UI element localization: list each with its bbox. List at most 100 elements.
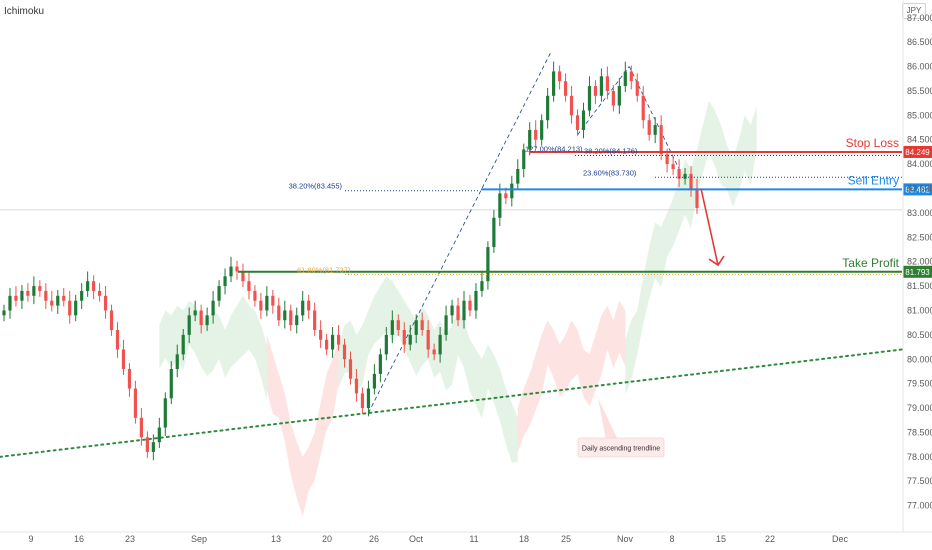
candle-body [301, 300, 305, 316]
candle-body [74, 300, 78, 316]
candle-body [32, 286, 36, 296]
price-tick-label: 84.000 [907, 159, 932, 169]
time-tick-label: Nov [617, 534, 634, 544]
candle-body [629, 71, 633, 82]
candle-body [235, 266, 239, 272]
candle-body [211, 300, 215, 316]
take_profit-price-value: 81.793 [905, 268, 930, 277]
candle-body [492, 217, 496, 248]
annotations: Daily ascending trendline [577, 188, 725, 458]
cloud-segment [625, 100, 757, 396]
candle-body [390, 320, 394, 335]
candle-body [277, 305, 281, 321]
candle-body [504, 193, 508, 199]
candle-body [68, 300, 72, 316]
candle-body [587, 86, 592, 111]
candle-body [199, 310, 203, 326]
annotation-box [577, 437, 665, 458]
candle-body [342, 344, 347, 360]
candle-body [546, 95, 550, 121]
candle-body [486, 247, 490, 282]
candle-body [56, 295, 60, 306]
candle-body [360, 393, 365, 409]
candle-body [540, 120, 544, 140]
candle-body [444, 315, 448, 335]
candle-body [127, 369, 132, 389]
trade-levels: Stop Loss 84.249 Sell Entry 83.482 Take Prof… [238, 136, 932, 278]
time-tick-label: 22 [765, 534, 775, 544]
price-tick-label: 87.000 [907, 13, 932, 23]
candle-body [247, 281, 251, 291]
candle-body [145, 437, 149, 452]
candle-body [169, 369, 173, 399]
stop_loss-price-badge [903, 145, 932, 158]
candle-body [474, 290, 478, 311]
time-tick-label: 13 [271, 534, 281, 544]
projection-arrow-line [700, 188, 719, 266]
candle-body [563, 81, 568, 96]
candle-body [2, 310, 6, 316]
candle-body [20, 290, 24, 301]
candle-body [181, 334, 185, 355]
candle-body [420, 320, 424, 330]
candle-body [593, 86, 598, 96]
candle-body [456, 305, 460, 321]
candle-body [653, 125, 657, 135]
candle-body [319, 329, 323, 340]
candle-body [26, 290, 30, 296]
candle-body [50, 300, 54, 306]
candle-body [8, 295, 12, 311]
candle-body [575, 115, 580, 130]
fib-label-fib_23: 23.60%(83.730) [583, 168, 637, 177]
candle-body [97, 290, 102, 296]
candle-body [330, 334, 335, 350]
take_profit-price-badge [903, 265, 932, 278]
time-tick-label: 26 [369, 534, 379, 544]
candle-body [223, 276, 227, 287]
candle-body [557, 71, 562, 82]
candle-body [289, 310, 293, 326]
candle-body [121, 349, 126, 370]
price-tick-label: 85.500 [907, 86, 932, 96]
time-tick-label: 18 [519, 534, 529, 544]
sell_entry-label: Sell Entry [848, 173, 899, 187]
take_profit-label: Take Profit [842, 256, 899, 270]
sell_entry-price-badge [903, 183, 932, 196]
price-tick-label: 82.000 [907, 257, 932, 267]
candle-body [295, 315, 299, 326]
candle-body [86, 281, 90, 291]
ascending-trendline [0, 348, 903, 458]
time-tick-label: Dec [832, 534, 849, 544]
price-tick-label: 78.500 [907, 427, 932, 437]
price-tick-label: 78.000 [907, 452, 932, 462]
candle-body [462, 300, 466, 321]
projection-arrow-head [708, 255, 725, 267]
candle-body [450, 305, 454, 316]
candle-body [139, 417, 144, 438]
stop_loss-label: Stop Loss [846, 136, 899, 150]
fib-label-fib_61: 61.80%(81.737) [297, 266, 351, 275]
time-axis[interactable]: 9 16 23 Sep 13 20 26 Oct 11 18 25 Nov 8 15 22 Dec [0, 531, 932, 544]
candle-body [623, 71, 627, 87]
candle-body [647, 120, 651, 135]
candle-body [665, 154, 669, 165]
candle-body [336, 334, 341, 345]
price-axis[interactable]: 87.000 86.500 86.000 85.500 85.000 84.500 84.0… [902, 0, 932, 532]
price-tick-label: 83.500 [907, 184, 932, 194]
fib-label-fib_127: 127.00%(84.213) [525, 145, 583, 154]
candle-body [187, 315, 191, 335]
candle-body [569, 95, 574, 116]
cloud-segment [266, 334, 339, 517]
candle-body [414, 320, 418, 335]
price-tick-label: 80.000 [907, 354, 932, 364]
candle-body [534, 129, 538, 140]
candle-body [617, 86, 621, 106]
candle-body [605, 76, 609, 91]
candle-body [432, 349, 436, 355]
cloud-segment [338, 276, 518, 463]
candle-body [599, 76, 604, 96]
candle-body [38, 286, 42, 291]
price-tick-label: 81.500 [907, 281, 932, 291]
annotation-pointer [598, 398, 618, 440]
